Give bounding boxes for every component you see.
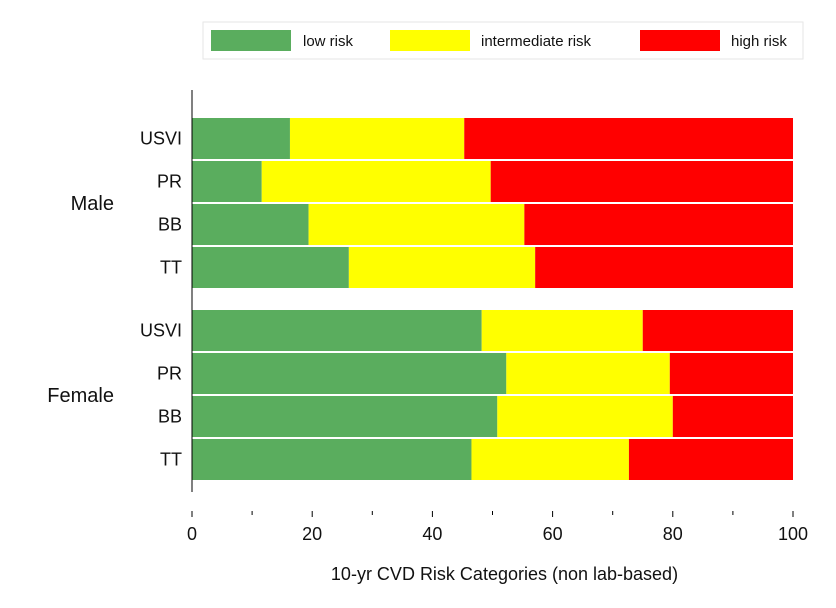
legend-swatch-high-risk — [640, 30, 720, 51]
bar-female-pr-low-risk — [192, 353, 507, 394]
axes-layer — [191, 90, 794, 517]
bar-male-bb-high-risk — [524, 204, 793, 245]
bar-male-usvi-high-risk — [464, 118, 793, 159]
bar-male-bb-intermediate-risk — [308, 204, 525, 245]
x-tick-label-0: 0 — [187, 524, 197, 544]
category-label-male-bb: BB — [158, 215, 182, 235]
bar-female-bb-intermediate-risk — [497, 396, 673, 437]
bar-male-tt-low-risk — [192, 247, 349, 288]
category-label-female-bb: BB — [158, 407, 182, 427]
bar-female-pr-intermediate-risk — [506, 353, 670, 394]
legend: low risk intermediate risk high risk — [202, 21, 804, 60]
legend-swatch-low-risk — [211, 30, 291, 51]
category-label-female-usvi: USVI — [140, 321, 182, 341]
bar-female-usvi-high-risk — [642, 310, 793, 351]
bar-female-bb-low-risk — [192, 396, 498, 437]
bar-male-tt-high-risk — [535, 247, 793, 288]
legend-swatch-intermediate-risk — [390, 30, 470, 51]
category-label-female-pr: PR — [157, 364, 182, 384]
bar-female-bb-high-risk — [672, 396, 793, 437]
bar-male-pr-intermediate-risk — [261, 161, 491, 202]
legend-label-high-risk: high risk — [731, 33, 787, 50]
bar-female-tt-intermediate-risk — [471, 439, 629, 480]
bar-female-tt-low-risk — [192, 439, 472, 480]
x-tick-label-60: 60 — [543, 524, 563, 544]
legend-label-low-risk: low risk — [303, 33, 354, 50]
bars-layer — [192, 118, 793, 480]
category-label-male-usvi: USVI — [140, 129, 182, 149]
bar-female-pr-high-risk — [669, 353, 793, 394]
x-tick-label-20: 20 — [302, 524, 322, 544]
bar-female-usvi-intermediate-risk — [481, 310, 643, 351]
labels-layer: USVI PR BB TT Male USVI PR BB TT Female 0 20 40 60 80 1… — [47, 129, 808, 585]
group-label-female: Female — [47, 385, 114, 407]
bar-male-usvi-low-risk — [192, 118, 290, 159]
bar-female-usvi-low-risk — [192, 310, 482, 351]
x-tick-label-40: 40 — [422, 524, 442, 544]
x-axis-title: 10-yr CVD Risk Categories (non lab-based… — [331, 564, 678, 584]
category-label-male-pr: PR — [157, 172, 182, 192]
bar-male-usvi-intermediate-risk — [289, 118, 465, 159]
bar-male-pr-high-risk — [490, 161, 793, 202]
bar-female-tt-high-risk — [628, 439, 793, 480]
group-label-male: Male — [71, 193, 114, 215]
bar-male-bb-low-risk — [192, 204, 309, 245]
category-label-female-tt: TT — [160, 450, 182, 470]
bar-male-tt-intermediate-risk — [348, 247, 536, 288]
x-tick-label-100: 100 — [778, 524, 808, 544]
bar-male-pr-low-risk — [192, 161, 262, 202]
x-tick-label-80: 80 — [663, 524, 683, 544]
legend-label-intermediate-risk: intermediate risk — [481, 33, 592, 50]
category-label-male-tt: TT — [160, 258, 182, 278]
